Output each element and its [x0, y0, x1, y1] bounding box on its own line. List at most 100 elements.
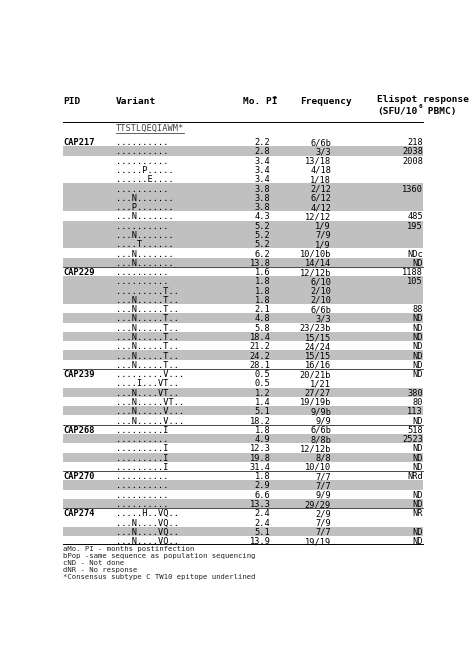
- Bar: [63, 239, 423, 248]
- Text: ...N....VQ..: ...N....VQ..: [116, 528, 179, 537]
- Text: ..........: ..........: [116, 222, 169, 230]
- Text: 6: 6: [419, 105, 422, 109]
- Text: 1/18: 1/18: [310, 175, 331, 184]
- Text: 3.4: 3.4: [255, 157, 271, 166]
- Text: ND: ND: [412, 537, 423, 546]
- Text: ..........: ..........: [116, 472, 169, 481]
- Text: 2.2: 2.2: [255, 138, 271, 147]
- Text: CAP217: CAP217: [63, 138, 94, 147]
- Text: ...N.......: ...N.......: [116, 259, 174, 268]
- Text: 485: 485: [407, 213, 423, 221]
- Text: ..........: ..........: [116, 277, 169, 287]
- Text: (SFU/10: (SFU/10: [377, 107, 417, 117]
- Text: 10/10: 10/10: [305, 463, 331, 472]
- Text: 7/9: 7/9: [315, 231, 331, 240]
- Text: ...N.....T..: ...N.....T..: [116, 305, 179, 314]
- Text: 3.8: 3.8: [255, 203, 271, 212]
- Text: 1/21: 1/21: [310, 379, 331, 389]
- Text: 1.4: 1.4: [255, 398, 271, 407]
- Text: 2.4: 2.4: [255, 518, 271, 528]
- Text: 5.2: 5.2: [255, 231, 271, 240]
- Text: ..........: ..........: [116, 500, 169, 509]
- Text: 16/16: 16/16: [305, 361, 331, 370]
- Text: 19.8: 19.8: [249, 453, 271, 463]
- Text: 13.8: 13.8: [249, 259, 271, 268]
- Text: ...N.....VT..: ...N.....VT..: [116, 398, 184, 407]
- Bar: [63, 220, 423, 230]
- Text: .........I: .........I: [116, 463, 169, 472]
- Text: ND: ND: [412, 342, 423, 352]
- Text: ...N.....V...: ...N.....V...: [116, 407, 184, 416]
- Text: CAP270: CAP270: [63, 472, 94, 481]
- Text: ND: ND: [412, 324, 423, 333]
- Bar: [63, 332, 423, 341]
- Text: 7/7: 7/7: [315, 481, 331, 491]
- Bar: [63, 387, 423, 397]
- Bar: [63, 183, 423, 193]
- Text: 2038: 2038: [402, 148, 423, 156]
- Text: 195: 195: [407, 222, 423, 230]
- Text: NRd: NRd: [407, 472, 423, 481]
- Bar: [63, 295, 423, 304]
- Text: ...N.....T..: ...N.....T..: [116, 314, 179, 324]
- Text: ND: ND: [412, 370, 423, 379]
- Text: ...N.....V...: ...N.....V...: [116, 416, 184, 426]
- Text: ....I...VT..: ....I...VT..: [116, 379, 179, 389]
- Text: 5.1: 5.1: [255, 407, 271, 416]
- Text: *Consensus subtype C TW10 epitope underlined: *Consensus subtype C TW10 epitope underl…: [63, 575, 255, 581]
- Text: 6/12: 6/12: [310, 194, 331, 203]
- Text: NR: NR: [412, 509, 423, 518]
- Text: dNR - No response: dNR - No response: [63, 567, 137, 573]
- Text: 1/9: 1/9: [315, 222, 331, 230]
- Text: 15/15: 15/15: [305, 333, 331, 342]
- Text: 12/12b: 12/12b: [300, 444, 331, 453]
- Text: 10/10b: 10/10b: [300, 250, 331, 258]
- Text: 2008: 2008: [402, 157, 423, 166]
- Text: ND: ND: [412, 333, 423, 342]
- Bar: [63, 527, 423, 536]
- Text: 218: 218: [407, 138, 423, 147]
- Text: ...N.....T..: ...N.....T..: [116, 333, 179, 342]
- Text: .........T..: .........T..: [116, 287, 179, 296]
- Text: 2.9: 2.9: [255, 481, 271, 491]
- Text: 14/14: 14/14: [305, 259, 331, 268]
- Text: 28.1: 28.1: [249, 361, 271, 370]
- Text: 8/8: 8/8: [315, 453, 331, 463]
- Text: 19/19: 19/19: [305, 537, 331, 546]
- Text: 9/9b: 9/9b: [310, 407, 331, 416]
- Text: 1.6: 1.6: [255, 268, 271, 277]
- Text: 24/24: 24/24: [305, 342, 331, 352]
- Text: ...N.......: ...N.......: [116, 194, 174, 203]
- Bar: [63, 193, 423, 202]
- Text: ..........: ..........: [116, 491, 169, 500]
- Text: ...N.....T..: ...N.....T..: [116, 342, 179, 352]
- Text: 3.8: 3.8: [255, 194, 271, 203]
- Text: 3/3: 3/3: [315, 148, 331, 156]
- Text: ...N.......: ...N.......: [116, 231, 174, 240]
- Text: .........I: .........I: [116, 426, 169, 435]
- Bar: [63, 453, 423, 462]
- Text: 4/18: 4/18: [310, 166, 331, 175]
- Text: 6/6b: 6/6b: [310, 138, 331, 147]
- Text: 20/21b: 20/21b: [300, 370, 331, 379]
- Text: PBMC): PBMC): [422, 107, 456, 117]
- Text: CAP274: CAP274: [63, 509, 94, 518]
- Text: ND: ND: [412, 500, 423, 509]
- Text: 5.1: 5.1: [255, 528, 271, 537]
- Text: 9/9: 9/9: [315, 491, 331, 500]
- Text: ..........: ..........: [116, 268, 169, 277]
- Text: 105: 105: [407, 277, 423, 287]
- Text: 88: 88: [412, 305, 423, 314]
- Text: 380: 380: [407, 389, 423, 398]
- Text: CAP239: CAP239: [63, 370, 94, 379]
- Text: ...N....VQ..: ...N....VQ..: [116, 518, 179, 528]
- Text: 4.9: 4.9: [255, 435, 271, 444]
- Text: 1.8: 1.8: [255, 472, 271, 481]
- Bar: [63, 406, 423, 416]
- Text: ND: ND: [412, 361, 423, 370]
- Text: 6.6: 6.6: [255, 491, 271, 500]
- Text: ND: ND: [412, 463, 423, 472]
- Text: ND: ND: [412, 352, 423, 361]
- Text: 2523: 2523: [402, 435, 423, 444]
- Text: NDc: NDc: [407, 250, 423, 258]
